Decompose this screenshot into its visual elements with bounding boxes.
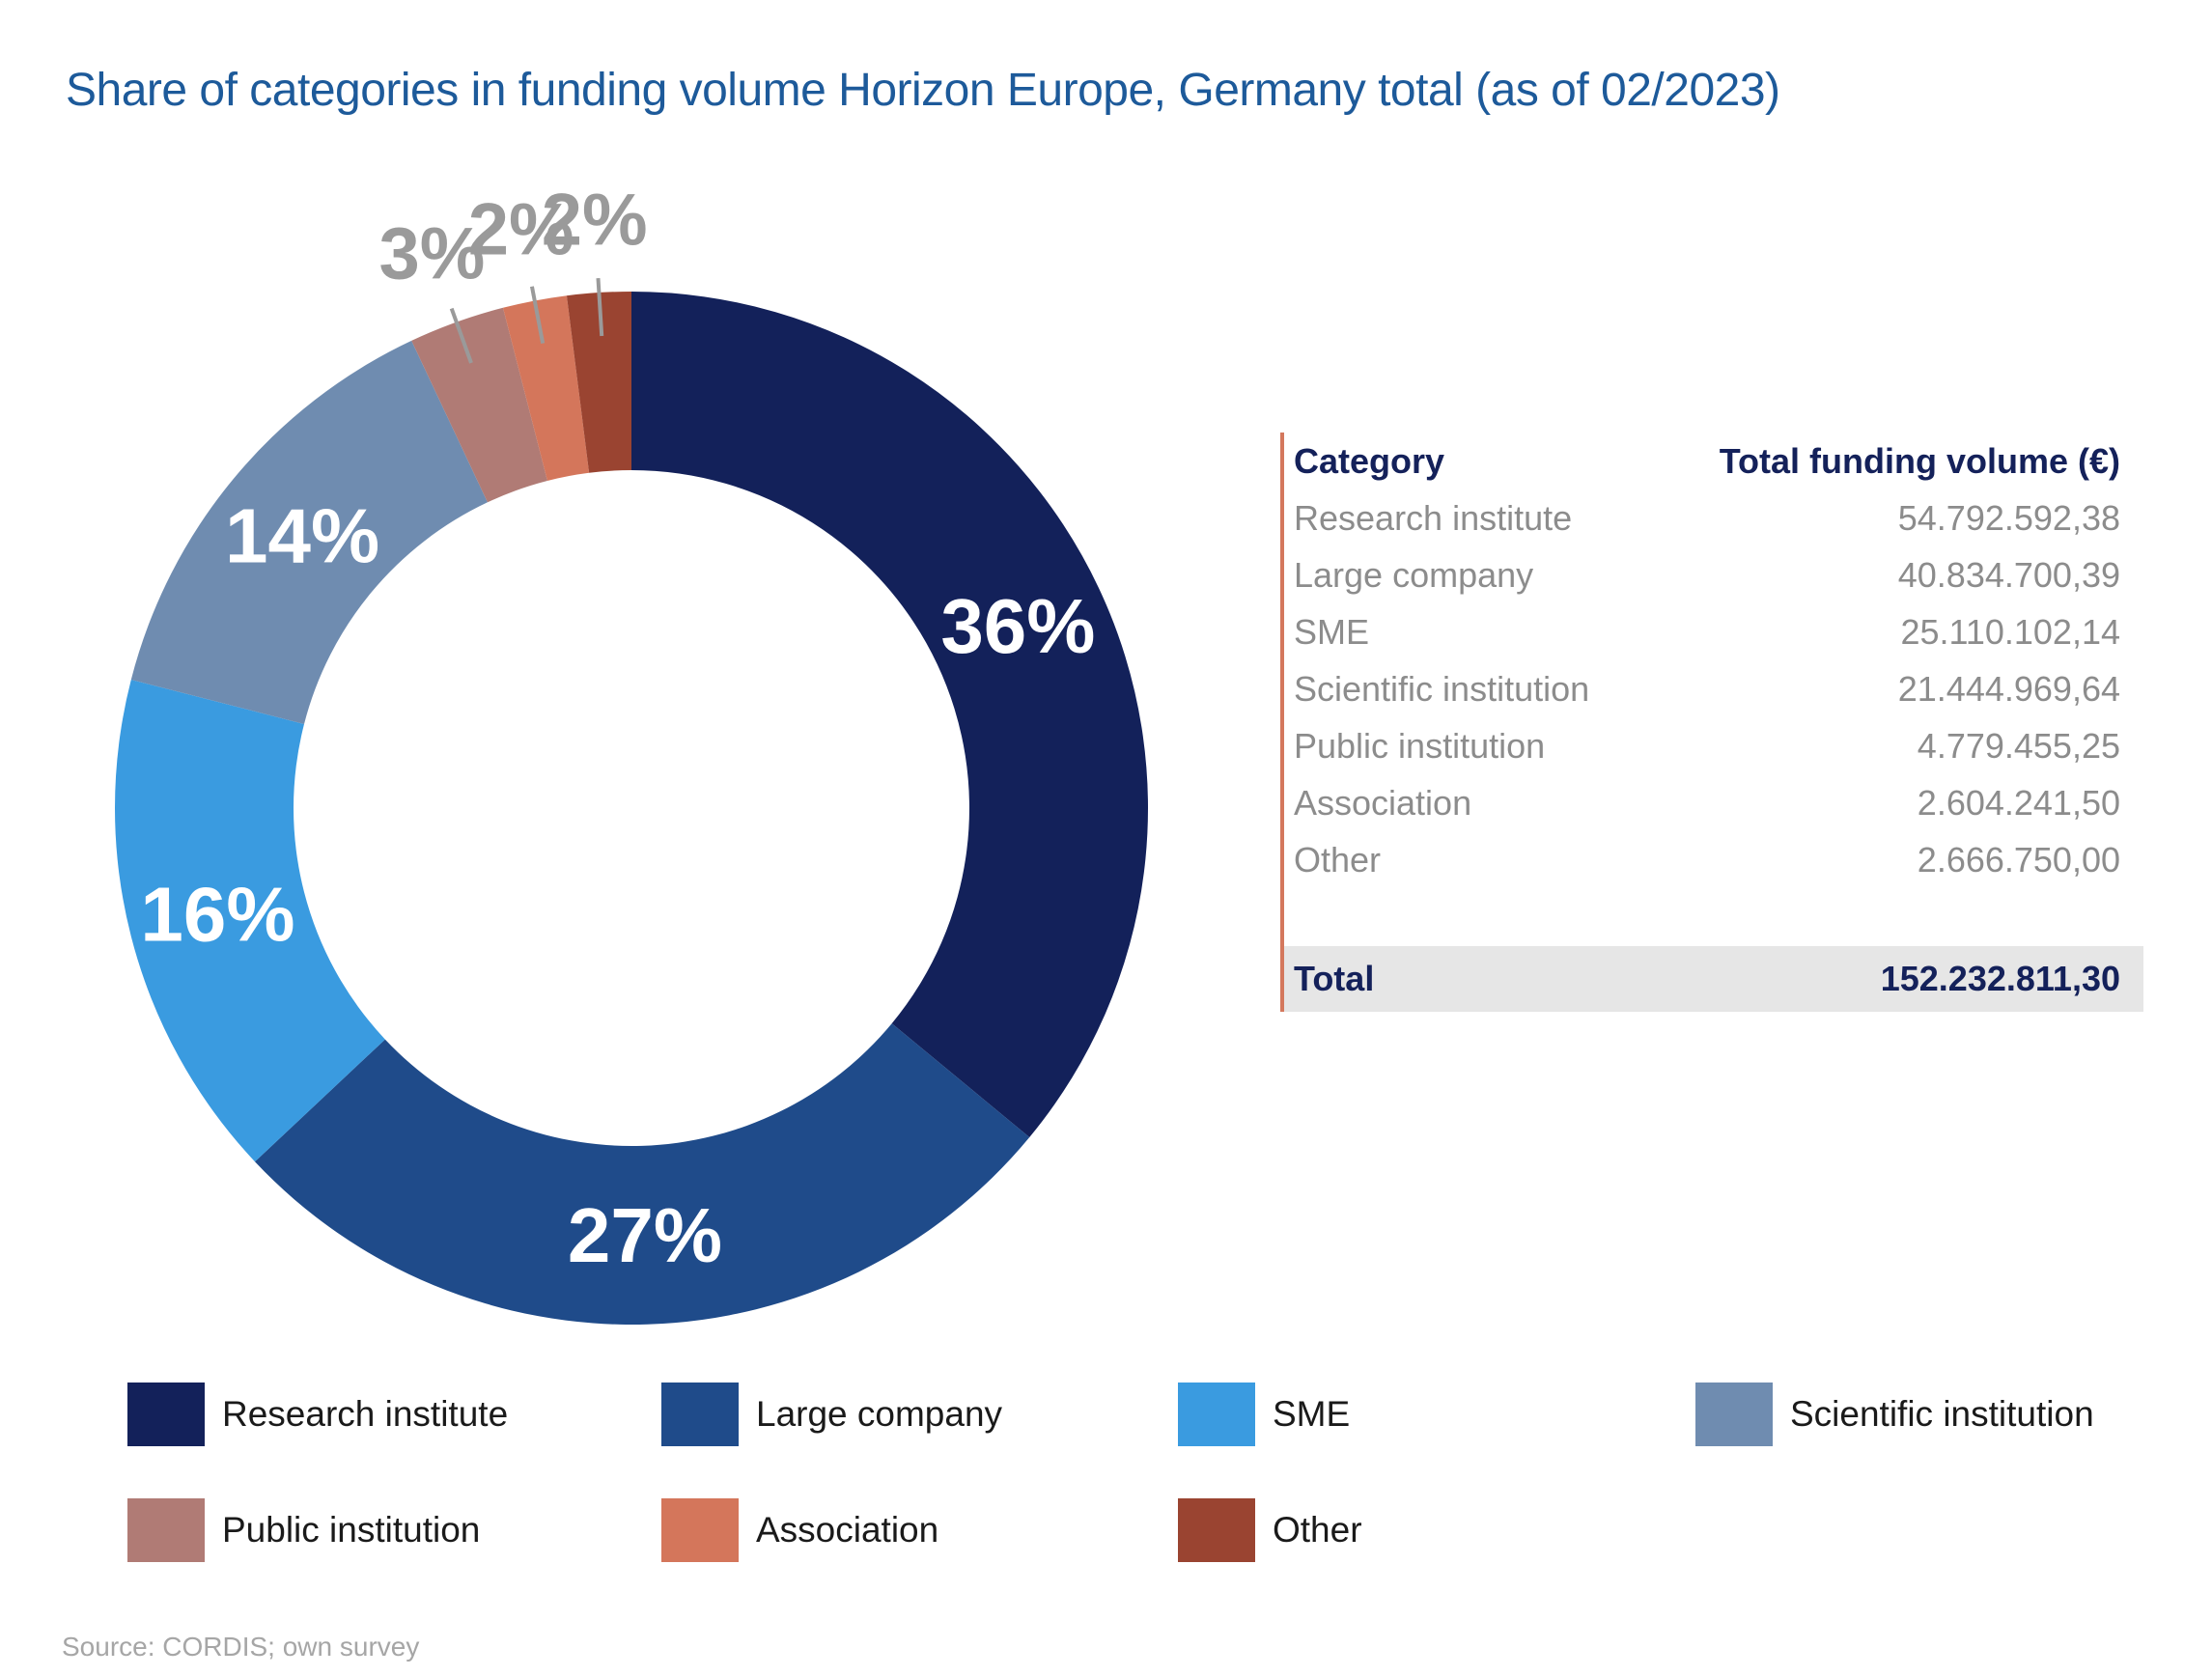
- source-note: Source: CORDIS; own survey: [62, 1632, 420, 1662]
- row-category: Public institution: [1294, 725, 1546, 766]
- table-row: Public institution 4.779.455,25: [1284, 717, 2143, 774]
- legend-swatch: [661, 1498, 739, 1562]
- table-row: Large company 40.834.700,39: [1284, 546, 2143, 603]
- donut-slice-sme: [115, 679, 385, 1162]
- leader-line-public-institution: [449, 307, 473, 364]
- header-value: Total funding volume (€): [1719, 440, 2120, 481]
- table-spacer: [1284, 888, 2143, 946]
- legend-label: Association: [756, 1510, 939, 1550]
- legend-item-public-institution: Public institution: [127, 1498, 480, 1562]
- funding-table: Category Total funding volume (€) Resear…: [1280, 433, 2143, 1012]
- table-row: SME 25.110.102,14: [1284, 603, 2143, 660]
- row-category: Large company: [1294, 554, 1534, 595]
- row-category: Research institute: [1294, 497, 1573, 538]
- donut-slice-scientific-institution: [130, 340, 488, 724]
- legend-label: Large company: [756, 1394, 1003, 1434]
- legend-swatch: [127, 1383, 205, 1446]
- legend-item-sme: SME: [1178, 1383, 1350, 1446]
- table-row: Scientific institution 21.444.969,64: [1284, 660, 2143, 717]
- legend-swatch: [1178, 1383, 1255, 1446]
- row-category: Other: [1294, 839, 1382, 880]
- table-row: Research institute 54.792.592,38: [1284, 489, 2143, 546]
- chart-title: Share of categories in funding volume Ho…: [66, 65, 1780, 116]
- slice-label-sme: 16%: [140, 872, 294, 958]
- legend-label: Scientific institution: [1790, 1394, 2094, 1434]
- table-header: Category Total funding volume (€): [1284, 433, 2143, 489]
- legend-item-scientific-institution: Scientific institution: [1695, 1383, 2094, 1446]
- slice-label-research-institute: 36%: [940, 583, 1095, 669]
- table-total-row: Total 152.232.811,30: [1284, 946, 2143, 1012]
- legend-swatch: [127, 1498, 205, 1562]
- slice-label-public-institution: 3%: [378, 213, 485, 295]
- legend: Research institute Large company SME Sci…: [127, 1383, 2155, 1576]
- legend-item-association: Association: [661, 1498, 938, 1562]
- slice-label-other: 2%: [542, 180, 648, 262]
- legend-label: Research institute: [222, 1394, 509, 1434]
- leader-line-other: [596, 277, 604, 337]
- legend-label: SME: [1273, 1394, 1351, 1434]
- legend-item-other: Other: [1178, 1498, 1362, 1562]
- legend-swatch: [661, 1383, 739, 1446]
- row-value: 54.792.592,38: [1897, 497, 2120, 538]
- total-value: 152.232.811,30: [1880, 959, 2120, 998]
- row-value: 2.666.750,00: [1917, 839, 2120, 880]
- table-row: Other 2.666.750,00: [1284, 831, 2143, 888]
- legend-label: Other: [1273, 1510, 1362, 1550]
- legend-swatch: [1695, 1383, 1773, 1446]
- row-category: Association: [1294, 782, 1472, 823]
- total-category: Total: [1294, 959, 1375, 998]
- row-value: 4.779.455,25: [1917, 725, 2120, 766]
- slice-label-association: 2%: [468, 188, 574, 270]
- donut-chart: 36%27%16%14%3%2%2%: [115, 180, 1148, 1325]
- legend-item-research-institute: Research institute: [127, 1383, 508, 1446]
- leader-line-association: [529, 286, 546, 345]
- row-value: 21.444.969,64: [1897, 668, 2120, 709]
- row-category: Scientific institution: [1294, 668, 1590, 709]
- donut-slice-other: [566, 292, 631, 473]
- legend-label: Public institution: [222, 1510, 481, 1550]
- row-value: 25.110.102,14: [1900, 611, 2120, 652]
- donut-slice-research-institute: [631, 292, 1148, 1138]
- donut-slice-large-company: [255, 1023, 1030, 1325]
- header-category: Category: [1294, 440, 1445, 481]
- table-row: Association 2.604.241,50: [1284, 774, 2143, 831]
- slice-label-large-company: 27%: [568, 1192, 722, 1278]
- donut-slice-public-institution: [411, 307, 547, 503]
- row-category: SME: [1294, 611, 1370, 652]
- row-value: 2.604.241,50: [1917, 782, 2120, 823]
- legend-swatch: [1178, 1498, 1255, 1562]
- donut-slice-association: [502, 295, 590, 481]
- slice-label-scientific-institution: 14%: [225, 492, 379, 578]
- row-value: 40.834.700,39: [1897, 554, 2120, 595]
- legend-item-large-company: Large company: [661, 1383, 1002, 1446]
